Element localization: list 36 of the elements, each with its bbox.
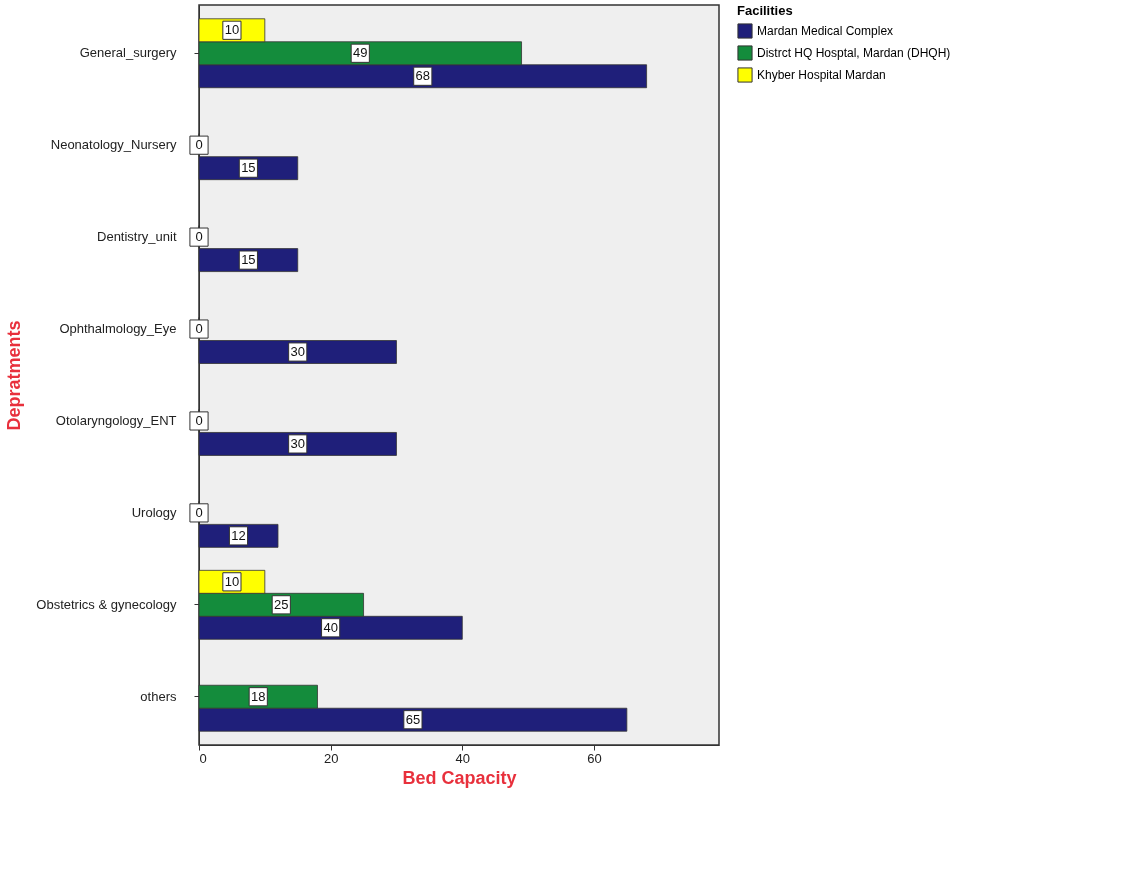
legend-label: Mardan Medical Complex [757,24,894,38]
x-tick-label: 20 [323,750,339,766]
data-label: 25 [274,596,289,612]
y-axis-title: Depratments [4,320,25,431]
y-tick-label: General_surgery [79,45,177,61]
data-label: 0 [195,229,203,245]
data-label: 65 [405,711,421,727]
data-label: 15 [241,252,256,268]
data-label: 10 [224,573,240,589]
data-label: 30 [290,435,305,451]
y-tick-label: others [140,688,177,704]
y-tick-label: Otolaryngology_ENT [55,412,177,428]
data-label: 0 [195,504,203,520]
y-tick-label: Urology [131,504,177,520]
x-tick-label: 0 [199,750,207,766]
data-label: 0 [195,137,203,153]
data-label: 0 [195,412,203,428]
legend-title: Facilities [737,3,793,18]
data-label: 68 [415,68,431,84]
data-label: 12 [231,527,246,543]
data-label: 40 [323,619,338,635]
y-tick-label: Ophthalmology_Eye [59,321,177,337]
data-label: 30 [290,344,305,360]
x-tick-label: 40 [455,750,471,766]
data-label: 0 [195,321,203,337]
data-label: 18 [251,688,266,704]
data-label: 10 [224,22,240,38]
legend-label: Khyber Hospital Mardan [757,68,886,82]
legend-label: Distrct HQ Hosptal, Mardan (DHQH) [757,46,951,60]
x-tick-label: 60 [587,750,602,766]
data-label: 15 [241,160,256,176]
y-tick-label: Dentistry_unit [97,229,177,245]
data-label: 49 [353,45,368,61]
y-tick-label: Obstetrics & gynecology [36,596,177,612]
x-axis-title: Bed Capacity [402,767,517,788]
y-tick-label: Neonatology_Nursery [50,137,177,153]
